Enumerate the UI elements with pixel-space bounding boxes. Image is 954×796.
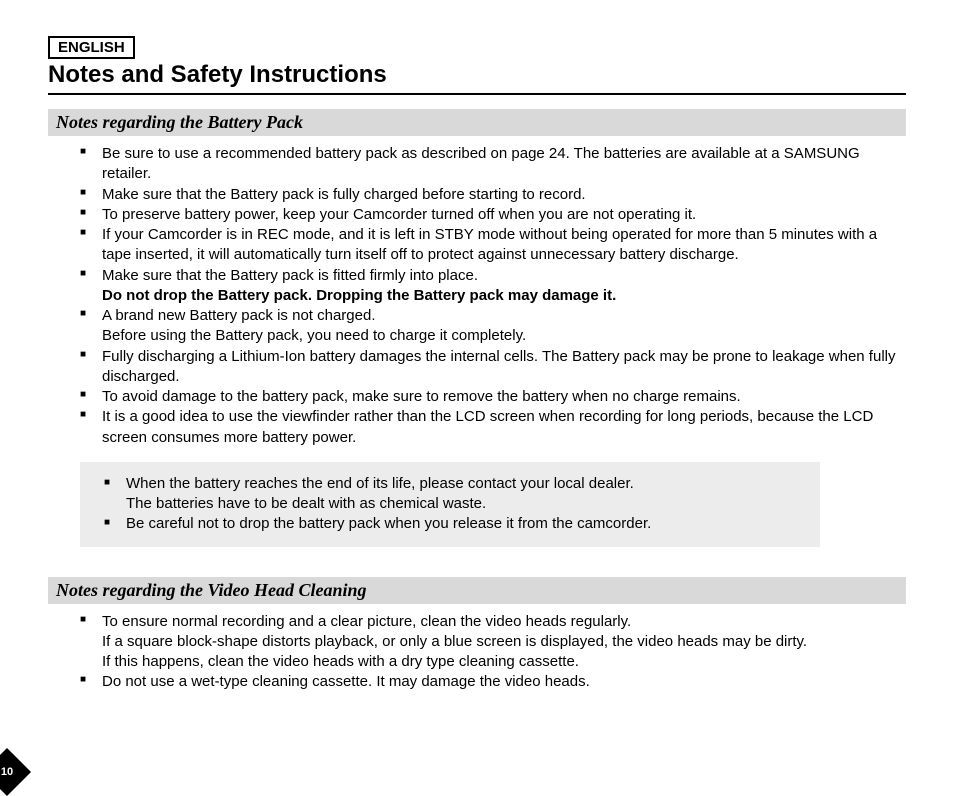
list-item: A brand new Battery pack is not charged.… (80, 306, 906, 347)
list-item-text: Be sure to use a recommended battery pac… (102, 145, 860, 182)
list-item: If your Camcorder is in REC mode, and it… (80, 225, 906, 266)
list-item-text: A brand new Battery pack is not charged. (102, 307, 376, 324)
battery-warning-box: When the battery reaches the end of its … (80, 462, 820, 547)
section-heading-battery: Notes regarding the Battery Pack (48, 109, 906, 136)
list-item-text: Be careful not to drop the battery pack … (126, 515, 651, 532)
list-item-bold-sub: Do not drop the Battery pack. Dropping t… (102, 286, 906, 306)
list-item-text: To preserve battery power, keep your Cam… (102, 206, 696, 223)
list-item-text: Make sure that the Battery pack is fully… (102, 186, 586, 203)
list-item: To avoid damage to the battery pack, mak… (80, 387, 906, 407)
list-item-text: Do not use a wet-type cleaning cassette.… (102, 673, 590, 690)
list-item-text: Make sure that the Battery pack is fitte… (102, 267, 478, 284)
list-item: Make sure that the Battery pack is fully… (80, 185, 906, 205)
list-item-text: Fully discharging a Lithium-Ion battery … (102, 348, 895, 385)
list-item: It is a good idea to use the viewfinder … (80, 407, 906, 448)
battery-notes-list: Be sure to use a recommended battery pac… (48, 144, 906, 448)
list-item-sub2: If this happens, clean the video heads w… (102, 652, 906, 672)
list-item-text: If your Camcorder is in REC mode, and it… (102, 226, 877, 263)
list-item: Do not use a wet-type cleaning cassette.… (80, 672, 906, 692)
list-item: To preserve battery power, keep your Cam… (80, 205, 906, 225)
manual-page: ENGLISH Notes and Safety Instructions No… (0, 0, 954, 779)
battery-warning-list: When the battery reaches the end of its … (98, 474, 802, 535)
list-item-sub: Before using the Battery pack, you need … (102, 326, 906, 346)
video-head-notes-list: To ensure normal recording and a clear p… (48, 612, 906, 693)
page-number: 10 (0, 755, 24, 789)
list-item: When the battery reaches the end of its … (98, 474, 802, 515)
section-heading-video-head: Notes regarding the Video Head Cleaning (48, 577, 906, 604)
list-item-sub: If a square block-shape distorts playbac… (102, 632, 906, 652)
list-item-sub: The batteries have to be dealt with as c… (126, 494, 802, 514)
list-item-text: It is a good idea to use the viewfinder … (102, 408, 873, 445)
list-item: To ensure normal recording and a clear p… (80, 612, 906, 673)
list-item: Make sure that the Battery pack is fitte… (80, 266, 906, 307)
page-title: Notes and Safety Instructions (48, 61, 906, 95)
list-item: Fully discharging a Lithium-Ion battery … (80, 347, 906, 388)
list-item-text: To ensure normal recording and a clear p… (102, 613, 631, 630)
list-item-text: To avoid damage to the battery pack, mak… (102, 388, 741, 405)
list-item: Be careful not to drop the battery pack … (98, 514, 802, 534)
list-item: Be sure to use a recommended battery pac… (80, 144, 906, 185)
language-label: ENGLISH (48, 36, 135, 59)
list-item-text: When the battery reaches the end of its … (126, 475, 634, 492)
